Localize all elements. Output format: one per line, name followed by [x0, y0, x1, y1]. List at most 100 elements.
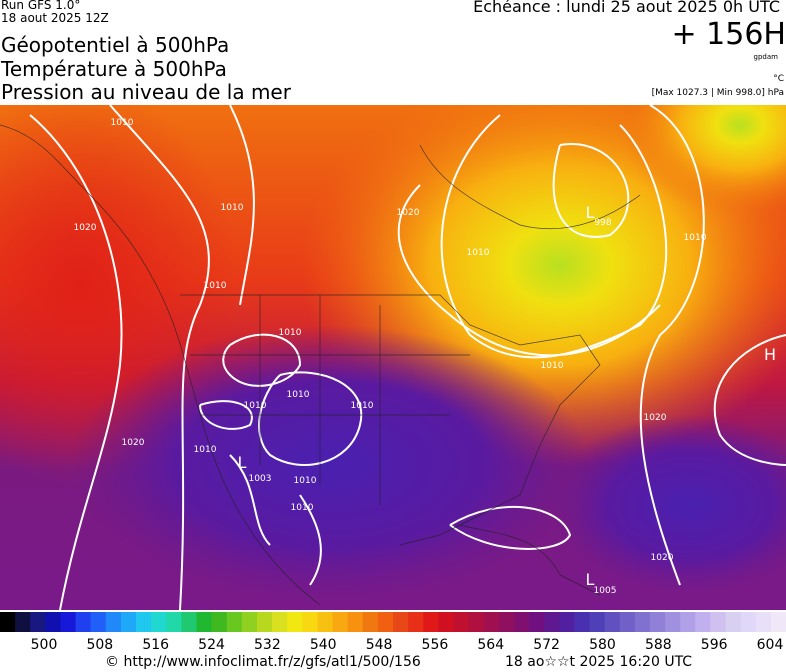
- title: Température à 500hPa: [1, 57, 227, 81]
- pressure-range: [Max 1027.3 | Min 998.0] hPa: [651, 88, 784, 98]
- run: Run GFS 1.0°: [1, 0, 81, 12]
- colorbar-cell: [136, 612, 152, 632]
- isobar-label: 1010: [279, 328, 302, 338]
- colorbar-cell: [317, 612, 334, 632]
- colorbar-tick-label: 572: [533, 637, 560, 653]
- colorbar-tick-label: 500: [31, 637, 58, 653]
- pressure-center: H: [764, 345, 776, 364]
- colorbar-cell: [45, 612, 61, 632]
- unit: °C: [773, 74, 784, 84]
- isobar-label: 1003: [249, 474, 272, 484]
- colorbar-cell: [483, 612, 500, 632]
- map: 1010 1010 1020 1010 1020 1010 998 1010 1010 1010 1…: [0, 105, 786, 610]
- title: Géopotentiel à 500hPa: [1, 33, 230, 57]
- isobar-label: 1020: [397, 208, 420, 218]
- colorbar-cell: [740, 612, 757, 632]
- unit: gpdam: [753, 53, 778, 61]
- source: © http://www.infoclimat.fr/z/gfs/atl1/50…: [105, 654, 421, 670]
- colorbar-cell: [151, 612, 167, 632]
- colorbar-cell: [211, 612, 228, 632]
- colorbar-cell: [755, 612, 772, 632]
- colorbar-cell: [241, 612, 258, 632]
- colorbar-cell: [498, 612, 515, 632]
- colorbar-cell: [468, 612, 485, 632]
- colorbar-cell: [529, 612, 545, 632]
- colorbar-tick-label: 564: [477, 637, 504, 653]
- isobar-label: 1010: [244, 401, 267, 411]
- colorbar-cell: [408, 612, 424, 632]
- colorbar-cell: [60, 612, 77, 632]
- isobar-label: 1010: [541, 361, 564, 371]
- colorbar-cell: [272, 612, 288, 632]
- pressure-center: L: [586, 570, 595, 589]
- generated: 18 ao☆☆t 2025 16:20 UTC: [505, 654, 693, 670]
- colorbar-cell: [120, 612, 137, 632]
- colorbar-cell: [680, 612, 696, 632]
- colorbar-cell: [166, 612, 182, 632]
- colorbar-cell: [544, 612, 560, 632]
- colorbar-cell: [589, 612, 606, 632]
- colorbar-tick-label: 556: [422, 637, 449, 653]
- colorbar-cell: [377, 612, 394, 632]
- colorbar-cell: [0, 612, 16, 632]
- colorbar-tick-label: 588: [645, 637, 672, 653]
- colorbar-cell: [332, 612, 349, 632]
- colorbar-cell: [438, 612, 454, 632]
- isobar-label: 1010: [111, 118, 134, 128]
- colorbar-cell: [105, 612, 122, 632]
- colorbar-tick-label: 596: [701, 637, 728, 653]
- isobar-label: 1020: [644, 413, 667, 423]
- colorbar-cell: [30, 612, 46, 632]
- colorbar-tick-label: 524: [198, 637, 225, 653]
- colorbar-cell: [513, 612, 530, 632]
- valid-time: Echéance : lundi 25 aout 2025 0h UTC: [473, 0, 780, 16]
- colorbar-cell: [347, 612, 364, 632]
- colorbar-cell: [15, 612, 31, 632]
- title: Pression au niveau de la mer: [1, 80, 291, 104]
- lead-time: + 156H: [671, 17, 786, 52]
- colorbar-cell: [559, 612, 575, 632]
- colorbar-cell: [287, 612, 303, 632]
- isobar-label: 1010: [221, 203, 244, 213]
- isobar-label: 1010: [204, 281, 227, 291]
- colorbar-cell: [226, 612, 243, 632]
- colorbar-tick-label: 580: [589, 637, 616, 653]
- isobar-label: 1010: [467, 248, 490, 258]
- isobar-label: 1020: [122, 438, 145, 448]
- colorbar-cell: [302, 612, 318, 632]
- colorbar-cell: [649, 612, 666, 632]
- pressure-center: L: [238, 453, 247, 472]
- isobar-label: 1005: [594, 586, 617, 596]
- run-date: 18 aout 2025 12Z: [1, 11, 109, 25]
- colorbar-tick-label: 540: [310, 637, 337, 653]
- isobar-label: 1010: [351, 401, 374, 411]
- colorbar-cell: [362, 612, 379, 632]
- isobar-label: 1020: [74, 223, 97, 233]
- colorbar-cell: [710, 612, 727, 632]
- colorbar-cell: [256, 612, 273, 632]
- colorbar-cell: [619, 612, 636, 632]
- colorbar-cell: [196, 612, 213, 632]
- isobar-label: 1010: [291, 503, 314, 513]
- colorbar-cell: [90, 612, 107, 632]
- colorbar-tick-label: 508: [86, 637, 113, 653]
- colorbar-cell: [393, 612, 409, 632]
- colorbar-cell: [770, 612, 786, 632]
- colorbar-cell: [423, 612, 439, 632]
- isobar-label: 1010: [194, 445, 217, 455]
- colorbar-tick-label: 548: [366, 637, 393, 653]
- colorbar-cell: [665, 612, 681, 632]
- isobar-label: 998: [594, 218, 611, 228]
- isobar-label: 1010: [287, 390, 310, 400]
- colorbar-tick-label: 532: [254, 637, 281, 653]
- isobar-label: 1010: [294, 476, 317, 486]
- colorbar: 500 508 516 524 532 540 548 556 564 572 580 588 596 6…: [0, 612, 786, 653]
- colorbar-cell: [634, 612, 651, 632]
- colorbar-cell: [725, 612, 742, 632]
- colorbar-cell: [181, 612, 197, 632]
- colorbar-cell: [695, 612, 711, 632]
- isobar-label: 1020: [651, 553, 674, 563]
- isobar-label: 1010: [684, 233, 707, 243]
- pressure-center: L: [586, 203, 595, 222]
